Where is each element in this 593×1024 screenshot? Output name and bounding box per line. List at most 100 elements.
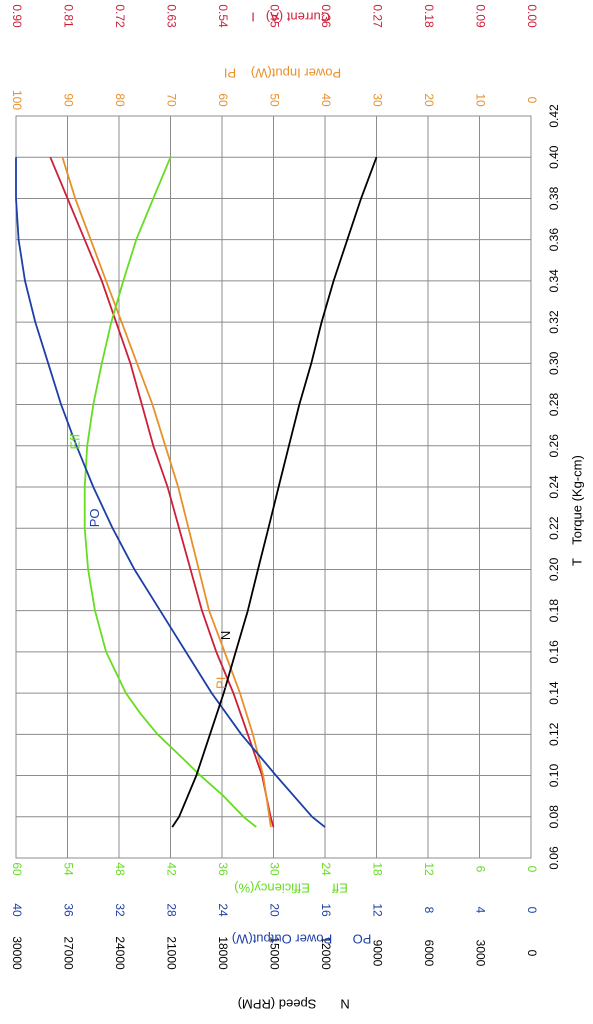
power-output-axis-symbol: PO	[353, 932, 372, 947]
axis-tick-labels: 0.06 0.08 0.10 0.12 0.14 0.16 0.18 0.20 0.22 0.24…	[10, 4, 561, 970]
eff-tick-label: 54	[61, 862, 75, 876]
po-tick-label: 16	[319, 903, 333, 917]
torque-tick-label: 0.10	[547, 764, 561, 788]
n-tick-label: 0	[525, 950, 539, 957]
eff-tick-label: 0	[525, 866, 539, 873]
eff-tick-label: 24	[319, 862, 333, 876]
annotation-po: PO	[87, 509, 102, 528]
pi-tick-label: 80	[113, 93, 127, 107]
power-output-axis-title: Power Output(W)	[232, 932, 332, 947]
torque-tick-label: 0.28	[547, 393, 561, 417]
series-line-eff	[83, 156, 257, 828]
speed-axis-title: Speed (RPM)	[238, 997, 317, 1012]
annotation-pi: PI	[214, 677, 229, 689]
po-tick-label: 32	[113, 903, 127, 917]
n-tick-label: 15000	[267, 936, 281, 970]
torque-tick-label: 0.14	[547, 681, 561, 705]
n-tick-label: 24000	[113, 936, 127, 970]
po-tick-label: 40	[10, 903, 24, 917]
po-tick-label: 8	[422, 907, 436, 914]
pi-tick-label: 0	[525, 97, 539, 104]
series-annotations: PO Eff N PI	[67, 433, 233, 689]
torque-tick-label: 0.32	[547, 310, 561, 334]
i-tick-label: 0.63	[164, 4, 178, 28]
efficiency-axis-symbol: Eff	[332, 881, 348, 896]
speed-axis-symbol: N	[340, 997, 349, 1012]
n-tick-label: 18000	[216, 936, 230, 970]
torque-tick-label: 0.12	[547, 722, 561, 746]
torque-tick-label: 0.42	[547, 104, 561, 128]
series-line-n	[171, 156, 378, 828]
i-tick-label: 0.81	[61, 4, 75, 28]
i-tick-label: 0.45	[267, 4, 281, 28]
i-tick-label: 0.36	[319, 4, 333, 28]
power-input-axis-symbol: PI	[224, 66, 236, 81]
torque-tick-label: 0.36	[547, 228, 561, 252]
po-tick-label: 12	[370, 903, 384, 917]
series-line-pi	[61, 156, 272, 828]
n-tick-label: 12000	[319, 936, 333, 970]
pi-tick-label: 50	[267, 93, 281, 107]
po-tick-label: 36	[61, 903, 75, 917]
torque-tick-label: 0.26	[547, 434, 561, 458]
n-tick-label: 9000	[370, 940, 384, 967]
current-axis-title: Current (A)	[266, 10, 330, 25]
po-tick-label: 4	[473, 907, 487, 914]
n-tick-label: 27000	[61, 936, 75, 970]
annotation-n: N	[218, 631, 233, 640]
torque-tick-label: 0.40	[547, 145, 561, 169]
po-tick-label: 24	[216, 903, 230, 917]
i-tick-label: 0.09	[473, 4, 487, 28]
series-line-po	[15, 157, 326, 828]
n-tick-label: 6000	[422, 940, 436, 967]
eff-tick-label: 18	[370, 862, 384, 876]
eff-tick-label: 30	[267, 862, 281, 876]
torque-tick-label: 0.38	[547, 186, 561, 210]
pi-tick-label: 10	[473, 93, 487, 107]
pi-tick-label: 20	[422, 93, 436, 107]
pi-tick-label: 60	[216, 93, 230, 107]
torque-axis-symbol: T	[569, 558, 584, 566]
series-line-i	[49, 156, 275, 828]
eff-tick-label: 6	[473, 866, 487, 873]
torque-tick-label: 0.08	[547, 805, 561, 829]
i-tick-label: 0.27	[370, 4, 384, 28]
efficiency-axis-title: Efficiency(%)	[234, 881, 310, 896]
series-lines	[15, 156, 378, 828]
torque-axis-title: Torque (Kg-cm)	[569, 455, 584, 545]
torque-tick-label: 0.24	[547, 475, 561, 499]
po-tick-label: 0	[525, 907, 539, 914]
axis-titles: I Current (A) PI Power Input(W) Eff Efficienc…	[224, 10, 585, 1012]
i-tick-label: 0.00	[525, 4, 539, 28]
pi-tick-label: 100	[10, 90, 24, 110]
n-tick-label: 30000	[10, 936, 24, 970]
pi-tick-label: 30	[370, 93, 384, 107]
n-tick-label: 21000	[164, 936, 178, 970]
torque-tick-label: 0.20	[547, 557, 561, 581]
eff-tick-label: 60	[10, 862, 24, 876]
eff-tick-label: 36	[216, 862, 230, 876]
torque-tick-label: 0.18	[547, 599, 561, 623]
eff-tick-label: 42	[164, 862, 178, 876]
power-input-axis-title: Power Input(W)	[251, 66, 341, 81]
torque-tick-label: 0.22	[547, 516, 561, 540]
annotation-eff: Eff	[67, 433, 82, 449]
pi-tick-label: 90	[61, 93, 75, 107]
torque-tick-label: 0.30	[547, 351, 561, 375]
torque-tick-label: 0.06	[547, 846, 561, 870]
po-tick-label: 20	[267, 903, 281, 917]
torque-tick-label: 0.34	[547, 269, 561, 293]
torque-tick-label: 0.16	[547, 640, 561, 664]
i-tick-label: 0.90	[10, 4, 24, 28]
pi-tick-label: 40	[319, 93, 333, 107]
po-tick-label: 28	[164, 903, 178, 917]
i-tick-label: 0.72	[113, 4, 127, 28]
i-tick-label: 0.54	[216, 4, 230, 28]
i-tick-label: 0.18	[422, 4, 436, 28]
current-axis-symbol: I	[251, 10, 255, 25]
n-tick-label: 3000	[473, 940, 487, 967]
eff-tick-label: 12	[422, 862, 436, 876]
pi-tick-label: 70	[164, 93, 178, 107]
eff-tick-label: 48	[113, 862, 127, 876]
